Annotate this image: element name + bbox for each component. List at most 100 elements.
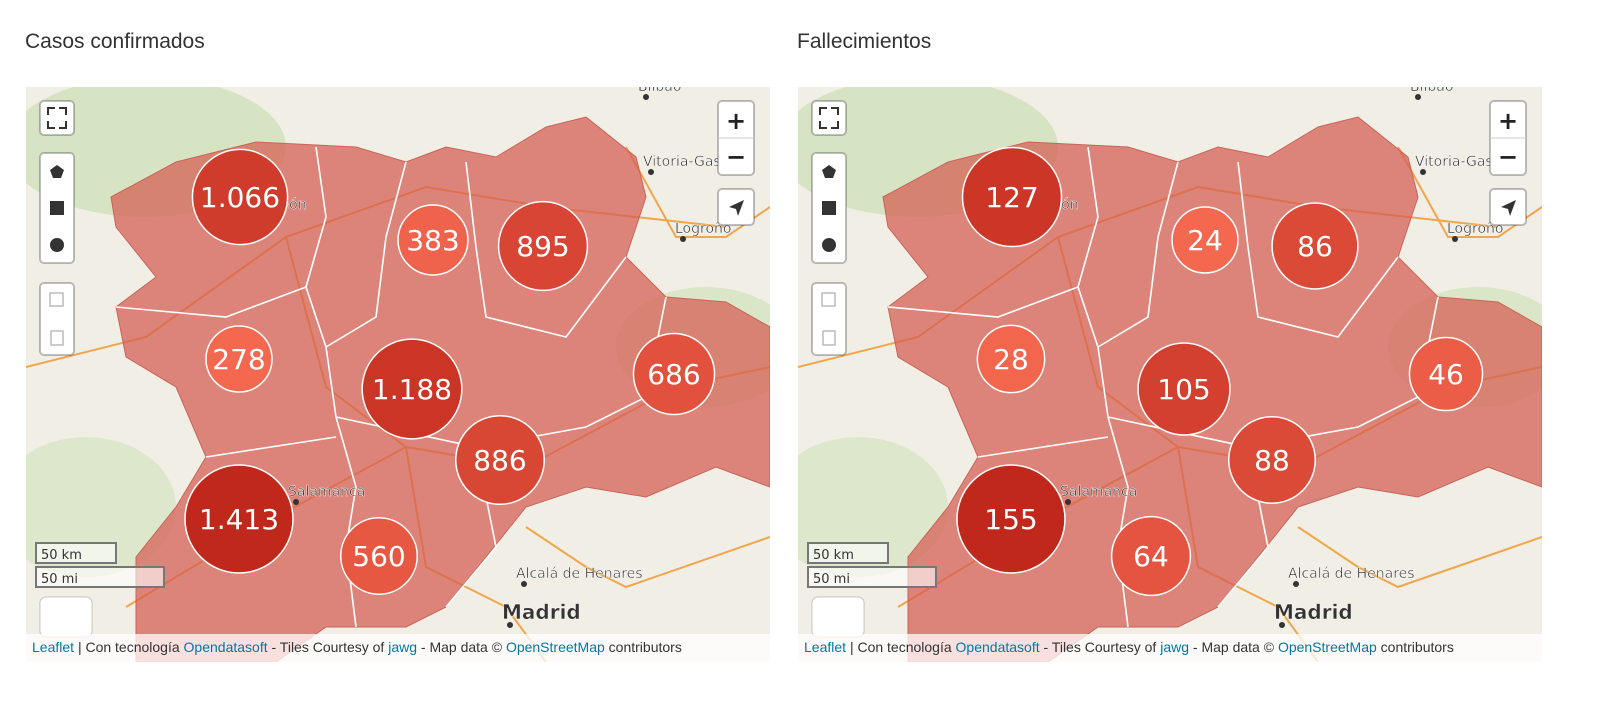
city-label: Madrid — [1274, 600, 1353, 624]
scale-km-label: 50 km — [41, 548, 82, 563]
cluster-label: 24 — [1187, 224, 1223, 257]
city-dot — [643, 94, 649, 100]
scale-mi — [807, 566, 937, 588]
attribution-text: - Tiles Courtesy of — [271, 639, 385, 655]
attribution-text: | Con tecnología — [849, 639, 952, 655]
city-label: Salamanca — [288, 484, 365, 500]
attribution-link[interactable]: jawg — [388, 639, 418, 655]
locate-icon — [1501, 200, 1516, 216]
control-box[interactable] — [811, 100, 847, 136]
cluster-label: 1.188 — [372, 373, 452, 406]
zoom-in[interactable]: + — [1498, 107, 1518, 135]
circle-tool — [50, 238, 64, 252]
control-box[interactable] — [39, 100, 75, 136]
attribution-text: - Tiles Courtesy of — [1043, 639, 1157, 655]
edit-tool — [821, 292, 836, 307]
city-label: Alcalá de Henares — [516, 566, 643, 582]
scale-mi-label: 50 mi — [41, 572, 78, 587]
province-border — [1237, 161, 1399, 338]
circle-tool — [822, 238, 836, 252]
scale-km — [35, 542, 117, 564]
cluster — [1110, 515, 1192, 597]
zoom-out[interactable]: − — [1498, 143, 1518, 171]
province-border — [325, 161, 407, 348]
layers-button[interactable] — [39, 596, 93, 638]
city-dot — [1452, 236, 1458, 242]
city-label: Madrid — [502, 600, 581, 624]
panel-title: Fallecimientos — [797, 30, 932, 53]
cluster-label: 278 — [212, 343, 265, 376]
city-dot — [648, 169, 654, 175]
cluster — [956, 464, 1066, 574]
edit-tool — [49, 292, 64, 307]
cluster-label: 383 — [406, 224, 459, 257]
panel-title: Casos confirmados — [25, 30, 205, 53]
city-dot — [1415, 94, 1421, 100]
cluster-label: 560 — [352, 540, 405, 573]
fullscreen-icon — [47, 107, 67, 129]
city-dot — [521, 581, 527, 587]
province-border — [887, 286, 1079, 318]
cluster — [1137, 342, 1231, 436]
attribution-link[interactable]: Opendatasoft — [955, 639, 1040, 655]
attribution: Leaflet | Con tecnología Opendatasoft - … — [798, 634, 1542, 662]
control-box[interactable] — [39, 282, 75, 356]
attribution-link[interactable]: Opendatasoft — [183, 639, 268, 655]
cluster-label: 686 — [647, 358, 700, 391]
cluster — [1171, 206, 1239, 274]
polygon-tool — [822, 165, 836, 178]
attribution-link[interactable]: OpenStreetMap — [1277, 639, 1377, 655]
rectangle-tool — [50, 201, 64, 215]
city-label: Logroño — [675, 221, 731, 237]
city-label: Logroño — [1447, 221, 1503, 237]
city-label: Bilbao — [638, 87, 681, 95]
map: Bilbao León Vitoria-Gasteiz Logroño Salamanc… — [798, 87, 1542, 662]
cluster — [340, 517, 418, 595]
attribution-link[interactable]: jawg — [1160, 639, 1190, 655]
layers-button[interactable] — [811, 596, 865, 638]
province-border — [977, 436, 1109, 458]
attribution-link[interactable]: OpenStreetMap — [505, 639, 605, 655]
attribution-text: | Con tecnología — [77, 639, 180, 655]
province-border — [465, 161, 627, 338]
scale-km-label: 50 km — [813, 548, 854, 563]
cluster — [961, 146, 1063, 248]
city-dot — [1420, 169, 1426, 175]
cluster — [184, 464, 294, 574]
attribution-link[interactable]: Leaflet — [804, 639, 847, 655]
rectangle-tool — [822, 201, 836, 215]
cluster-label: 88 — [1254, 444, 1290, 477]
city-dot — [507, 622, 513, 628]
cluster-label: 105 — [1157, 373, 1210, 406]
cluster — [191, 148, 289, 246]
cluster — [1227, 415, 1317, 505]
cluster — [976, 324, 1046, 394]
attribution-text: contributors — [1380, 639, 1454, 655]
control-box[interactable] — [811, 282, 847, 356]
zoom-out[interactable]: − — [726, 143, 746, 171]
cluster — [632, 332, 716, 416]
map: Bilbao León Vitoria-Gasteiz Logroño Salamanc… — [26, 87, 770, 662]
province-border — [1097, 161, 1179, 348]
province-border — [205, 436, 337, 458]
zoom-in[interactable]: + — [726, 107, 746, 135]
scale-km — [807, 542, 889, 564]
cluster-label: 127 — [985, 181, 1038, 214]
cluster-label: 1.413 — [199, 503, 279, 536]
cluster — [497, 200, 589, 292]
attribution-text: - Map data © — [1192, 639, 1275, 655]
cluster — [1271, 202, 1359, 290]
cluster — [361, 338, 463, 440]
city-label: Alcalá de Henares — [1288, 566, 1415, 582]
cluster-label: 886 — [473, 444, 526, 477]
scale-mi-label: 50 mi — [813, 572, 850, 587]
forest — [798, 437, 948, 577]
delete-tool — [822, 330, 836, 346]
cluster — [397, 204, 469, 276]
map-canvas: BilbaoLeónVitoria-GasteizLogroñoSalamanc… — [798, 87, 1542, 662]
attribution-link[interactable]: Leaflet — [32, 639, 75, 655]
cluster-label: 1.066 — [200, 181, 280, 214]
delete-tool — [50, 330, 64, 346]
cluster-label: 895 — [516, 230, 569, 263]
